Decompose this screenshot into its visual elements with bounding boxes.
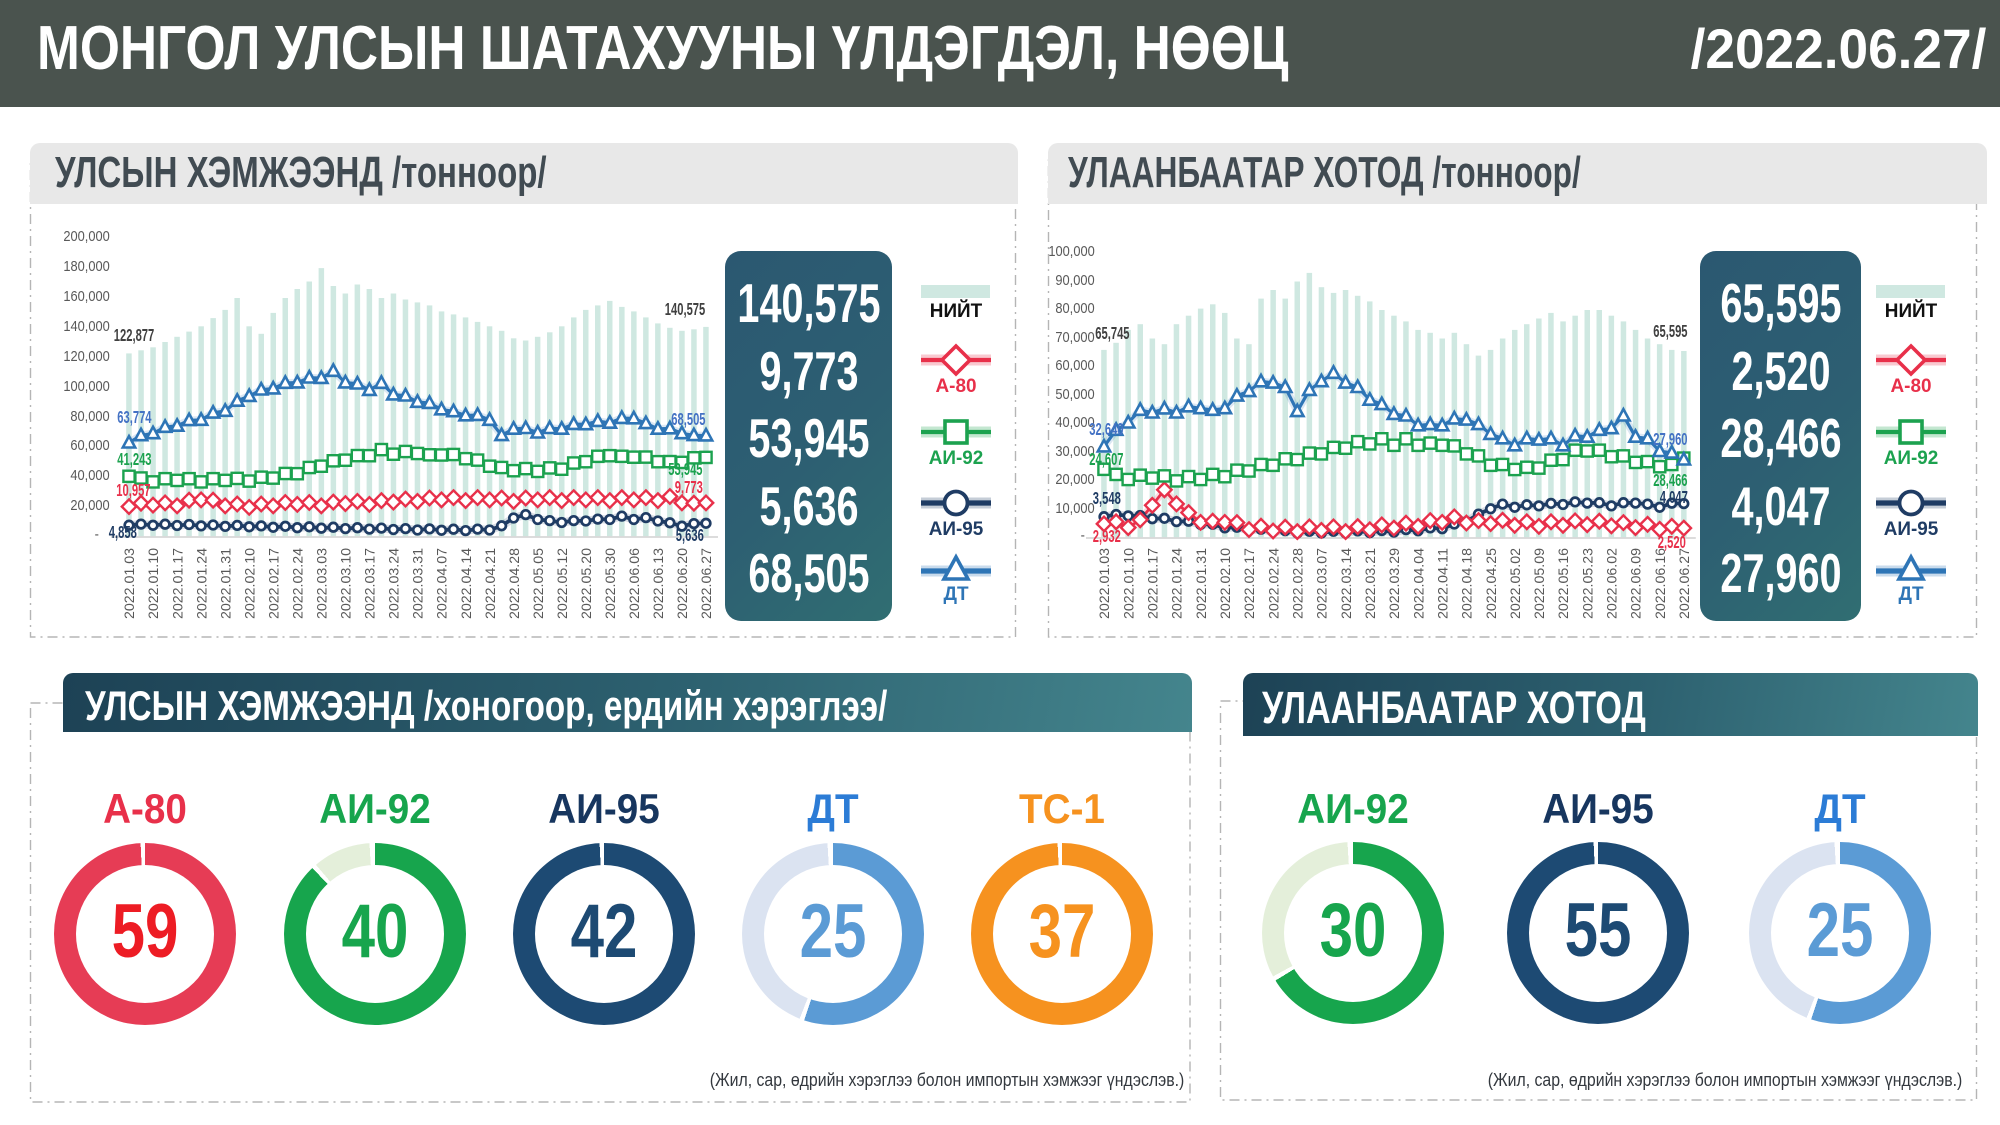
svg-text:2022.05.12: 2022.05.12	[555, 548, 570, 619]
svg-text:2022.01.24: 2022.01.24	[1170, 548, 1185, 619]
svg-text:2022.02.17: 2022.02.17	[1242, 548, 1257, 619]
svg-text:2022.02.17: 2022.02.17	[266, 548, 281, 619]
svg-text:2022.01.03: 2022.01.03	[122, 548, 137, 619]
svg-text:2022.04.14: 2022.04.14	[459, 548, 474, 619]
svg-text:2022.06.16: 2022.06.16	[1653, 548, 1668, 619]
svg-text:2022.05.20: 2022.05.20	[579, 548, 594, 619]
svg-text:2022.02.28: 2022.02.28	[1291, 548, 1306, 619]
svg-text:2022.01.17: 2022.01.17	[1146, 548, 1161, 619]
svg-text:2022.02.24: 2022.02.24	[291, 548, 306, 619]
svg-text:2022.03.14: 2022.03.14	[1339, 548, 1354, 619]
svg-text:2022.06.20: 2022.06.20	[675, 548, 690, 619]
svg-text:2022.05.16: 2022.05.16	[1556, 548, 1571, 619]
svg-text:2022.03.03: 2022.03.03	[315, 548, 330, 619]
svg-text:2022.06.09: 2022.06.09	[1629, 548, 1644, 619]
svg-text:2022.05.05: 2022.05.05	[531, 548, 546, 619]
svg-text:2022.04.28: 2022.04.28	[507, 548, 522, 619]
svg-text:2022.02.10: 2022.02.10	[1218, 548, 1233, 619]
svg-text:2022.05.23: 2022.05.23	[1580, 548, 1595, 619]
svg-text:2022.01.24: 2022.01.24	[194, 548, 209, 619]
svg-text:2022.01.31: 2022.01.31	[218, 548, 233, 619]
svg-text:2022.05.30: 2022.05.30	[603, 548, 618, 619]
svg-text:2022.03.29: 2022.03.29	[1387, 548, 1402, 619]
svg-text:2022.03.17: 2022.03.17	[363, 548, 378, 619]
svg-text:2022.01.17: 2022.01.17	[170, 548, 185, 619]
svg-text:2022.04.11: 2022.04.11	[1435, 548, 1450, 619]
svg-text:2022.03.07: 2022.03.07	[1315, 548, 1330, 619]
svg-text:2022.01.10: 2022.01.10	[1121, 548, 1136, 619]
svg-text:2022.06.02: 2022.06.02	[1605, 548, 1620, 619]
svg-text:2022.04.18: 2022.04.18	[1460, 548, 1475, 619]
svg-text:2022.06.13: 2022.06.13	[651, 548, 666, 619]
svg-text:2022.05.09: 2022.05.09	[1532, 548, 1547, 619]
svg-text:2022.03.24: 2022.03.24	[387, 548, 402, 619]
svg-text:2022.06.27: 2022.06.27	[1677, 548, 1692, 619]
svg-text:2022.01.03: 2022.01.03	[1097, 548, 1112, 619]
svg-text:2022.02.24: 2022.02.24	[1266, 548, 1281, 619]
svg-text:2022.05.02: 2022.05.02	[1508, 548, 1523, 619]
svg-text:2022.02.10: 2022.02.10	[242, 548, 257, 619]
svg-text:2022.03.10: 2022.03.10	[339, 548, 354, 619]
svg-text:2022.01.10: 2022.01.10	[146, 548, 161, 619]
svg-text:2022.03.31: 2022.03.31	[411, 548, 426, 619]
svg-text:2022.06.06: 2022.06.06	[627, 548, 642, 619]
svg-text:2022.04.07: 2022.04.07	[435, 548, 450, 619]
svg-text:2022.04.04: 2022.04.04	[1411, 548, 1426, 619]
svg-text:2022.01.31: 2022.01.31	[1194, 548, 1209, 619]
svg-text:2022.04.21: 2022.04.21	[483, 548, 498, 619]
svg-text:2022.06.27: 2022.06.27	[699, 548, 714, 619]
svg-text:2022.03.21: 2022.03.21	[1363, 548, 1378, 619]
svg-text:2022.04.25: 2022.04.25	[1484, 548, 1499, 619]
